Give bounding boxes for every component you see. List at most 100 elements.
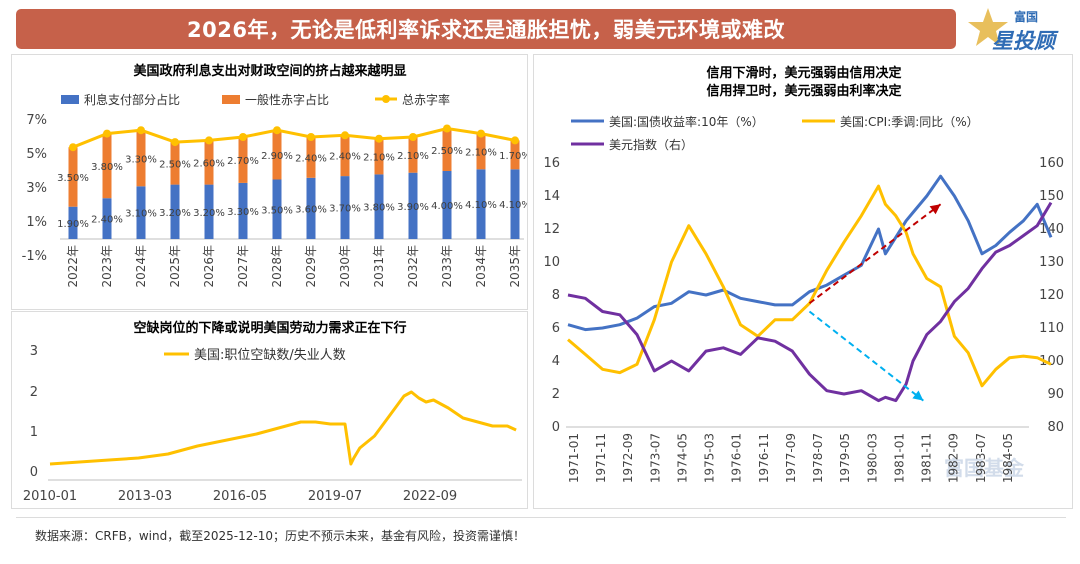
page-title: 2026年，无论是低利率诉求还是通胀担忧，弱美元环境或难改 xyxy=(16,9,956,49)
interest-label: 3.80% xyxy=(363,203,395,214)
deficit-label: 2.60% xyxy=(193,159,225,170)
x-tick: 2023年 xyxy=(100,245,114,288)
dollar-legend: 美国:国债收益率:10年（%） 美国:CPI:季调:同比（%） 美元指数（右） xyxy=(571,114,979,152)
deficit-chart: 美国政府利息支出对财政空间的挤占越来越明显 利息支付部分占比 一般性赤字占比 总… xyxy=(22,63,528,288)
vacancy-chart-panel: 空缺岗位的下降或说明美国劳动力需求正在下行 美国:职位空缺数/失业人数 3 2 … xyxy=(11,311,528,509)
interest-bar xyxy=(136,186,146,239)
logo-star xyxy=(968,8,1008,46)
total-deficit-point xyxy=(239,133,247,141)
interest-label: 3.70% xyxy=(329,204,361,215)
logo-top: 富国 xyxy=(1014,9,1038,24)
interest-bar xyxy=(238,182,248,239)
star-icon: 富国 星投顾 xyxy=(968,8,1059,53)
x-tick: 1976-01 xyxy=(730,433,744,483)
deficit-label: 2.40% xyxy=(295,153,327,164)
deficit-bar xyxy=(374,138,384,175)
x-tick: 2022-09 xyxy=(403,489,457,504)
legend-swatch-deficit xyxy=(222,95,240,104)
total-deficit-line xyxy=(72,126,516,149)
y-tick: 140 xyxy=(1039,222,1064,237)
deficit-label: 2.10% xyxy=(363,153,395,164)
logo: 富国 星投顾 xyxy=(966,4,1076,56)
dollar-index-line xyxy=(567,201,1053,403)
dollar-y-left-ticks: 16 14 12 10 8 6 4 2 0 xyxy=(543,156,560,435)
vacancy-line xyxy=(49,390,517,466)
x-tick: 2035年 xyxy=(508,245,522,288)
deficit-label: 2.70% xyxy=(227,156,259,167)
yield-10y-line xyxy=(567,174,1053,332)
interest-label: 3.90% xyxy=(397,202,429,213)
interest-bar xyxy=(408,172,418,239)
y-tick: 14 xyxy=(543,189,560,204)
deficit-label: 2.90% xyxy=(261,151,293,162)
interest-label: 3.50% xyxy=(261,205,293,216)
interest-bar xyxy=(476,169,486,239)
y-tick: 100 xyxy=(1039,354,1064,369)
total-deficit-point xyxy=(205,136,213,145)
x-tick: 1972-09 xyxy=(621,433,635,483)
trend-arrow-up xyxy=(808,203,942,305)
dollar-chart-title-1: 信用下滑时，美元强弱由信用决定 xyxy=(706,65,901,81)
deficit-label: 2.10% xyxy=(397,151,429,162)
deficit-label: 2.40% xyxy=(329,152,361,163)
y-tick: 0 xyxy=(552,420,560,435)
deficit-label: 3.30% xyxy=(125,154,157,165)
total-deficit-point xyxy=(511,136,519,145)
dollar-marks: 1971-01 1971-11 1972-09 1973-07 1974-05 1975-… xyxy=(567,174,1053,483)
x-tick: 2028年 xyxy=(270,245,284,288)
legend-deficit: 一般性赤字占比 xyxy=(245,92,329,107)
vacancy-y-ticks: 3 2 1 0 xyxy=(30,344,38,480)
x-tick: 1974-05 xyxy=(675,433,689,483)
total-deficit-point xyxy=(443,124,451,133)
y-tick: 1% xyxy=(26,215,47,230)
x-tick: 2010-01 xyxy=(23,489,77,504)
legend-cpi: 美国:CPI:季调:同比（%） xyxy=(840,115,979,129)
x-tick: 1976-11 xyxy=(757,433,771,483)
interest-label: 4.10% xyxy=(465,200,497,211)
y-tick: 7% xyxy=(26,113,47,128)
y-tick: 6 xyxy=(552,321,560,336)
y-tick: 150 xyxy=(1039,189,1064,204)
deficit-marks: 1.90% 3.50% 2022年 2.40% 3.80% 2023年 3.10% 3.30%… xyxy=(57,124,528,288)
x-tick: 1975-03 xyxy=(703,433,717,483)
x-tick: 2026年 xyxy=(202,245,216,288)
y-tick: 2 xyxy=(552,387,560,402)
y-tick: 80 xyxy=(1047,420,1064,435)
y-tick: 10 xyxy=(543,255,560,270)
x-tick: 2025年 xyxy=(168,245,182,288)
legend-yield: 美国:国债收益率:10年（%） xyxy=(609,114,764,129)
interest-bar xyxy=(170,184,180,239)
y-tick: 0 xyxy=(30,465,38,480)
interest-bar xyxy=(374,174,384,239)
y-tick: 130 xyxy=(1039,255,1064,270)
deficit-chart-title: 美国政府利息支出对财政空间的挤占越来越明显 xyxy=(133,63,406,79)
watermark: 富国基金 xyxy=(944,456,1025,480)
x-tick: 1981-11 xyxy=(920,433,934,483)
y-tick: 90 xyxy=(1047,387,1064,402)
cpi-line xyxy=(567,184,1052,388)
deficit-bar xyxy=(102,133,112,199)
interest-label: 2.40% xyxy=(91,215,123,226)
x-tick: 2032年 xyxy=(406,245,420,288)
interest-bar xyxy=(442,171,452,239)
interest-bar xyxy=(102,198,112,239)
y-tick: 8 xyxy=(552,288,560,303)
y-tick: 16 xyxy=(543,156,560,171)
footer-divider xyxy=(16,517,1066,518)
deficit-bar xyxy=(238,137,248,183)
deficit-label: 2.50% xyxy=(159,159,191,170)
deficit-bar xyxy=(272,130,282,180)
y-tick: 120 xyxy=(1039,288,1064,303)
deficit-label: 1.70% xyxy=(499,151,528,162)
x-tick: 1973-07 xyxy=(648,433,662,483)
x-tick: 2024年 xyxy=(134,245,148,288)
x-tick: 2022年 xyxy=(66,245,80,288)
y-tick: 2 xyxy=(30,385,38,400)
y-tick: 5% xyxy=(26,147,47,162)
deficit-label: 3.50% xyxy=(57,173,89,184)
deficit-bar xyxy=(306,137,316,178)
interest-label: 4.00% xyxy=(431,201,463,212)
dollar-y-right-ticks: 160 150 140 130 120 110 100 90 80 xyxy=(1039,156,1064,435)
trend-arrow-down-head xyxy=(912,390,924,401)
interest-label: 4.10% xyxy=(499,200,528,211)
